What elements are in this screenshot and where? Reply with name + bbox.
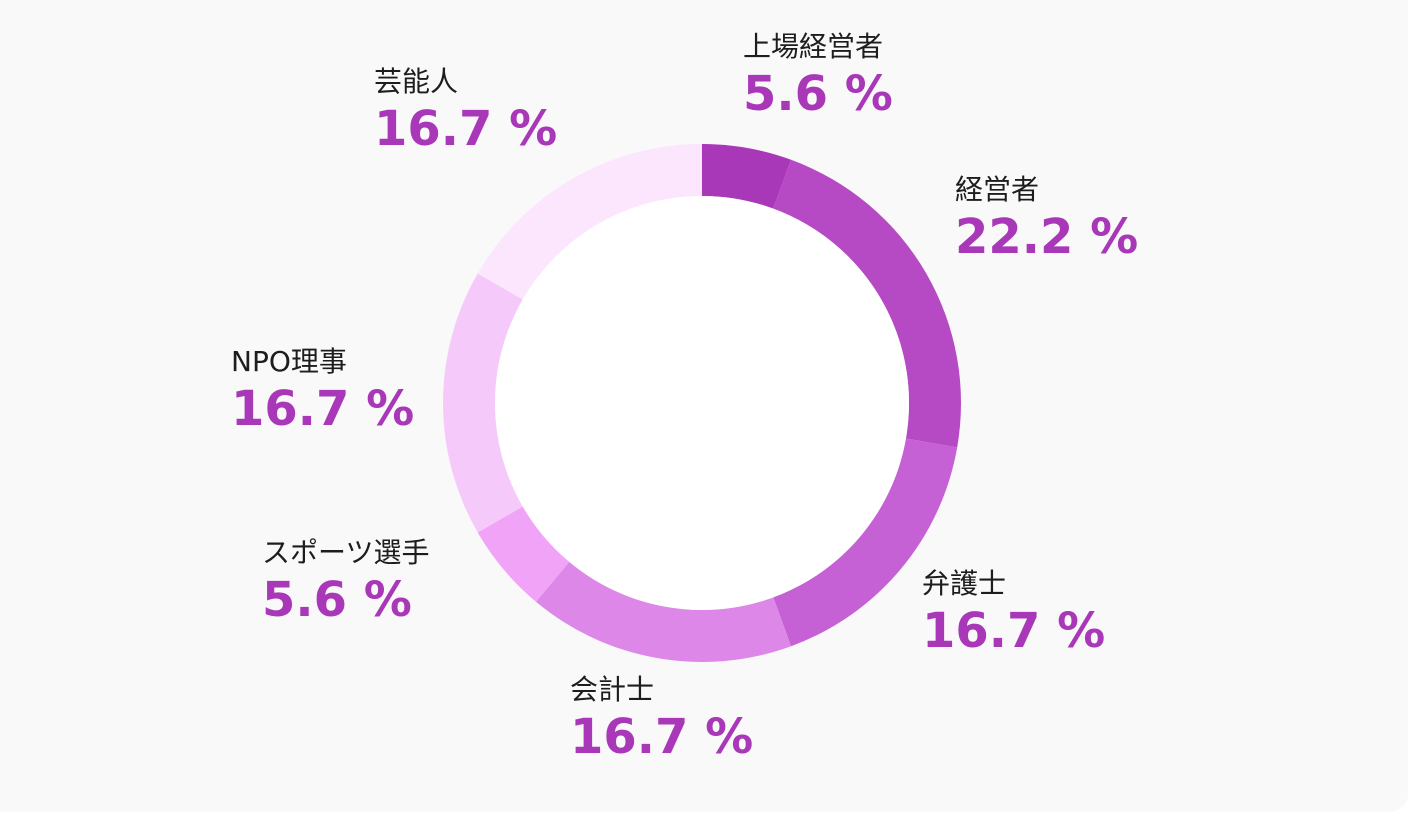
donut-slice-npo-director xyxy=(443,273,523,533)
slice-category-label: 芸能人 xyxy=(374,65,459,98)
slice-label-athlete: スポーツ選手 5.6 % xyxy=(262,536,429,630)
donut-slice-athlete xyxy=(477,506,570,602)
slice-category-label: 上場経営者 xyxy=(743,30,884,63)
slice-label-executive: 経営者 22.2 % xyxy=(955,173,1138,267)
slice-category-label: 会計士 xyxy=(570,673,655,706)
slice-value-label: 5.6 % xyxy=(743,66,893,122)
slice-category-label: スポーツ選手 xyxy=(262,536,430,569)
donut-hole xyxy=(495,196,909,610)
slice-label-lawyer: 弁護士 16.7 % xyxy=(922,567,1105,661)
slice-label-npo-director: NPO理事 16.7 % xyxy=(231,345,414,439)
slice-value-label: 16.7 % xyxy=(922,603,1106,659)
slice-value-label: 22.2 % xyxy=(955,209,1139,265)
slice-value-label: 16.7 % xyxy=(570,709,754,765)
donut-slice-executive xyxy=(773,159,961,448)
slice-label-celebrity: 芸能人 16.7 % xyxy=(374,65,557,159)
slice-category-label: 弁護士 xyxy=(922,567,1007,600)
slice-value-label: 16.7 % xyxy=(374,101,558,157)
donut-slice-celebrity xyxy=(477,144,702,300)
slice-category-label: NPO理事 xyxy=(231,345,347,378)
slice-value-label: 16.7 % xyxy=(231,381,415,437)
donut-slice-listed-executive xyxy=(702,144,792,209)
slice-category-label: 経営者 xyxy=(955,173,1040,206)
slice-label-accountant: 会計士 16.7 % xyxy=(570,673,753,767)
donut-slice-lawyer xyxy=(773,438,958,647)
slice-label-listed-executive: 上場経営者 5.6 % xyxy=(743,30,893,124)
slice-value-label: 5.6 % xyxy=(262,572,412,628)
donut-slice-accountant xyxy=(535,561,792,662)
